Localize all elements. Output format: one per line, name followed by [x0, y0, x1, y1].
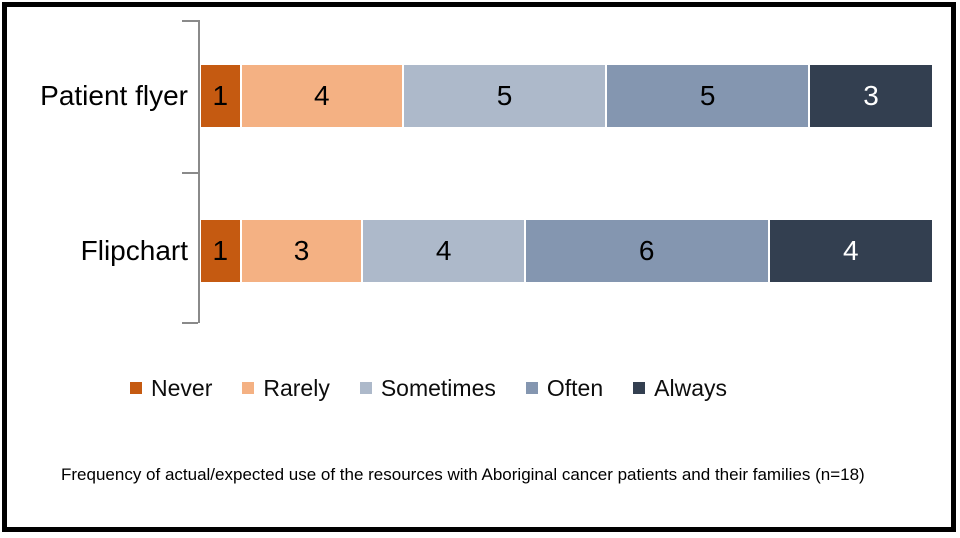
- bar-value-label: 5: [699, 80, 716, 111]
- bar-segment: 1: [201, 65, 242, 127]
- legend-swatch: [525, 382, 538, 394]
- legend-item: Always: [633, 375, 727, 402]
- legend-item: Never: [130, 375, 212, 402]
- legend-item: Sometimes: [359, 374, 496, 402]
- bar-value-label: 1: [212, 80, 229, 111]
- legend-label: Rarely: [263, 374, 330, 401]
- bar-value-label: 6: [638, 235, 655, 266]
- bar-value-label: 4: [314, 80, 330, 111]
- bar-segment: 6: [525, 220, 770, 282]
- bar-segment: 4: [769, 220, 932, 282]
- legend-label: Often: [546, 374, 604, 401]
- bar-segment: 3: [241, 220, 364, 282]
- bar-value-label: 3: [293, 235, 310, 266]
- legend-swatch: [242, 382, 255, 394]
- category-label: Flipchart: [80, 235, 188, 266]
- stacked-bar: 1 3 4 6 4: [201, 220, 932, 282]
- category-axis-line: [198, 20, 200, 323]
- legend-item: Often: [525, 374, 604, 402]
- stacked-bar: 1 4 5 5 3: [201, 65, 932, 127]
- legend-label: Never: [151, 374, 213, 401]
- legend-label: Sometimes: [380, 374, 496, 401]
- legend-item: Rarely: [242, 374, 330, 402]
- bar-value-label: 3: [863, 80, 879, 111]
- legend-swatch: [633, 382, 646, 394]
- bar-value-label: 4: [842, 235, 859, 266]
- bar-segment: 4: [241, 65, 405, 127]
- bar-value-label: 4: [435, 235, 452, 266]
- bar-value-label: 1: [212, 235, 229, 266]
- category-label: Patient flyer: [40, 80, 188, 111]
- legend-swatch: [359, 382, 372, 394]
- axis-tick: [182, 171, 198, 174]
- axis-tick: [182, 322, 198, 324]
- bar-segment: 1: [201, 220, 242, 282]
- bar-segment: 5: [404, 65, 608, 127]
- bar-segment: 5: [607, 65, 811, 127]
- bar-segment: 3: [810, 65, 932, 127]
- chart-legend: Never Rarely Sometimes Often Always: [130, 374, 727, 402]
- bar-value-label: 5: [496, 80, 513, 111]
- bar-segment: 4: [363, 220, 526, 282]
- axis-tick: [182, 20, 198, 22]
- legend-label: Always: [654, 374, 727, 401]
- legend-swatch: [130, 382, 142, 394]
- chart-caption: Frequency of actual/expected use of the …: [61, 465, 865, 484]
